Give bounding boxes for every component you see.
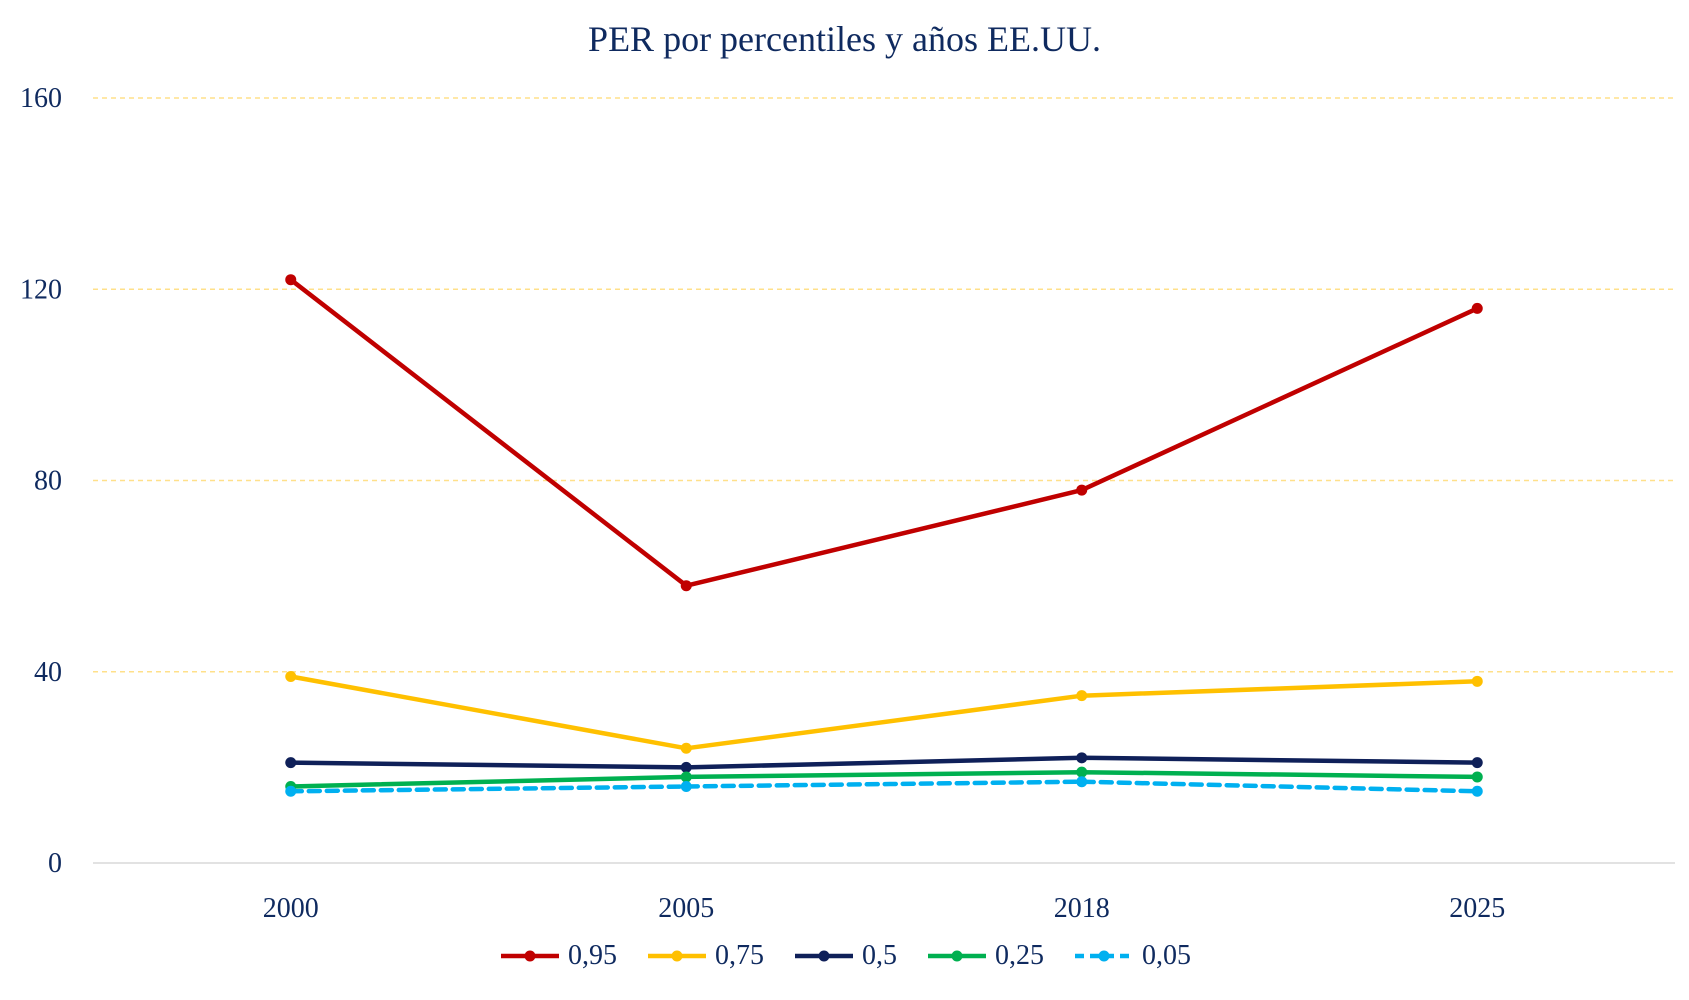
legend-item: 0,75 xyxy=(645,940,764,972)
x-tick-label: 2018 xyxy=(1054,893,1110,924)
legend-label: 0,5 xyxy=(862,940,897,971)
data-point-0,75-2005 xyxy=(680,742,692,754)
legend-label: 0,95 xyxy=(568,940,617,971)
data-point-0,5-2005 xyxy=(680,761,692,773)
data-point-0,95-2025 xyxy=(1471,302,1483,314)
legend-item: 0,5 xyxy=(792,940,897,972)
data-point-0,95-2000 xyxy=(285,274,297,286)
y-tick-label: 160 xyxy=(20,83,62,114)
data-point-0,05-2005 xyxy=(680,781,692,792)
series-line-0,05 xyxy=(288,779,1480,794)
x-tick-label: 2000 xyxy=(263,893,319,924)
series-line-0,95 xyxy=(288,277,1480,588)
y-tick-label: 40 xyxy=(34,657,62,688)
legend-swatch xyxy=(1075,950,1133,962)
data-point-0,25-2025 xyxy=(1471,771,1483,783)
chart-title: PER por percentiles y años EE.UU. xyxy=(588,19,1101,59)
y-tick-label: 80 xyxy=(34,466,62,497)
legend-item: 0,95 xyxy=(498,940,617,972)
data-point-0,75-2018 xyxy=(1076,690,1088,702)
series-line-0,75 xyxy=(288,674,1480,751)
y-tick-label: 0 xyxy=(48,848,62,879)
legend-swatch xyxy=(501,950,559,962)
legend-swatch xyxy=(648,950,706,962)
x-tick-label: 2025 xyxy=(1449,893,1505,924)
data-point-0,5-2025 xyxy=(1471,757,1483,769)
data-point-0,05-2018 xyxy=(1076,776,1088,788)
data-point-0,25-2018 xyxy=(1076,766,1088,778)
legend-swatch xyxy=(795,950,853,962)
legend: 0,95 0,75 0,5 0,25 0,05 xyxy=(0,940,1689,972)
data-point-0,5-2000 xyxy=(285,757,297,769)
legend-item: 0,05 xyxy=(1072,940,1191,972)
x-tick-label: 2005 xyxy=(658,893,714,924)
legend-label: 0,05 xyxy=(1142,940,1191,971)
data-point-0,75-2000 xyxy=(285,671,297,683)
series-line-0,25 xyxy=(288,769,1480,789)
legend-label: 0,75 xyxy=(715,940,764,971)
data-point-0,95-2018 xyxy=(1076,484,1088,496)
data-point-0,95-2005 xyxy=(680,580,692,592)
legend-label: 0,25 xyxy=(995,940,1044,971)
series-line-0,5 xyxy=(288,755,1480,770)
data-point-0,05-2025 xyxy=(1471,785,1483,797)
legend-swatch xyxy=(928,950,986,962)
data-point-0,05-2000 xyxy=(285,785,297,797)
data-point-0,25-2005 xyxy=(680,771,692,783)
legend-item: 0,25 xyxy=(925,940,1044,972)
data-point-0,5-2018 xyxy=(1076,752,1088,764)
data-point-0,75-2025 xyxy=(1471,675,1483,687)
y-tick-label: 120 xyxy=(20,274,62,305)
